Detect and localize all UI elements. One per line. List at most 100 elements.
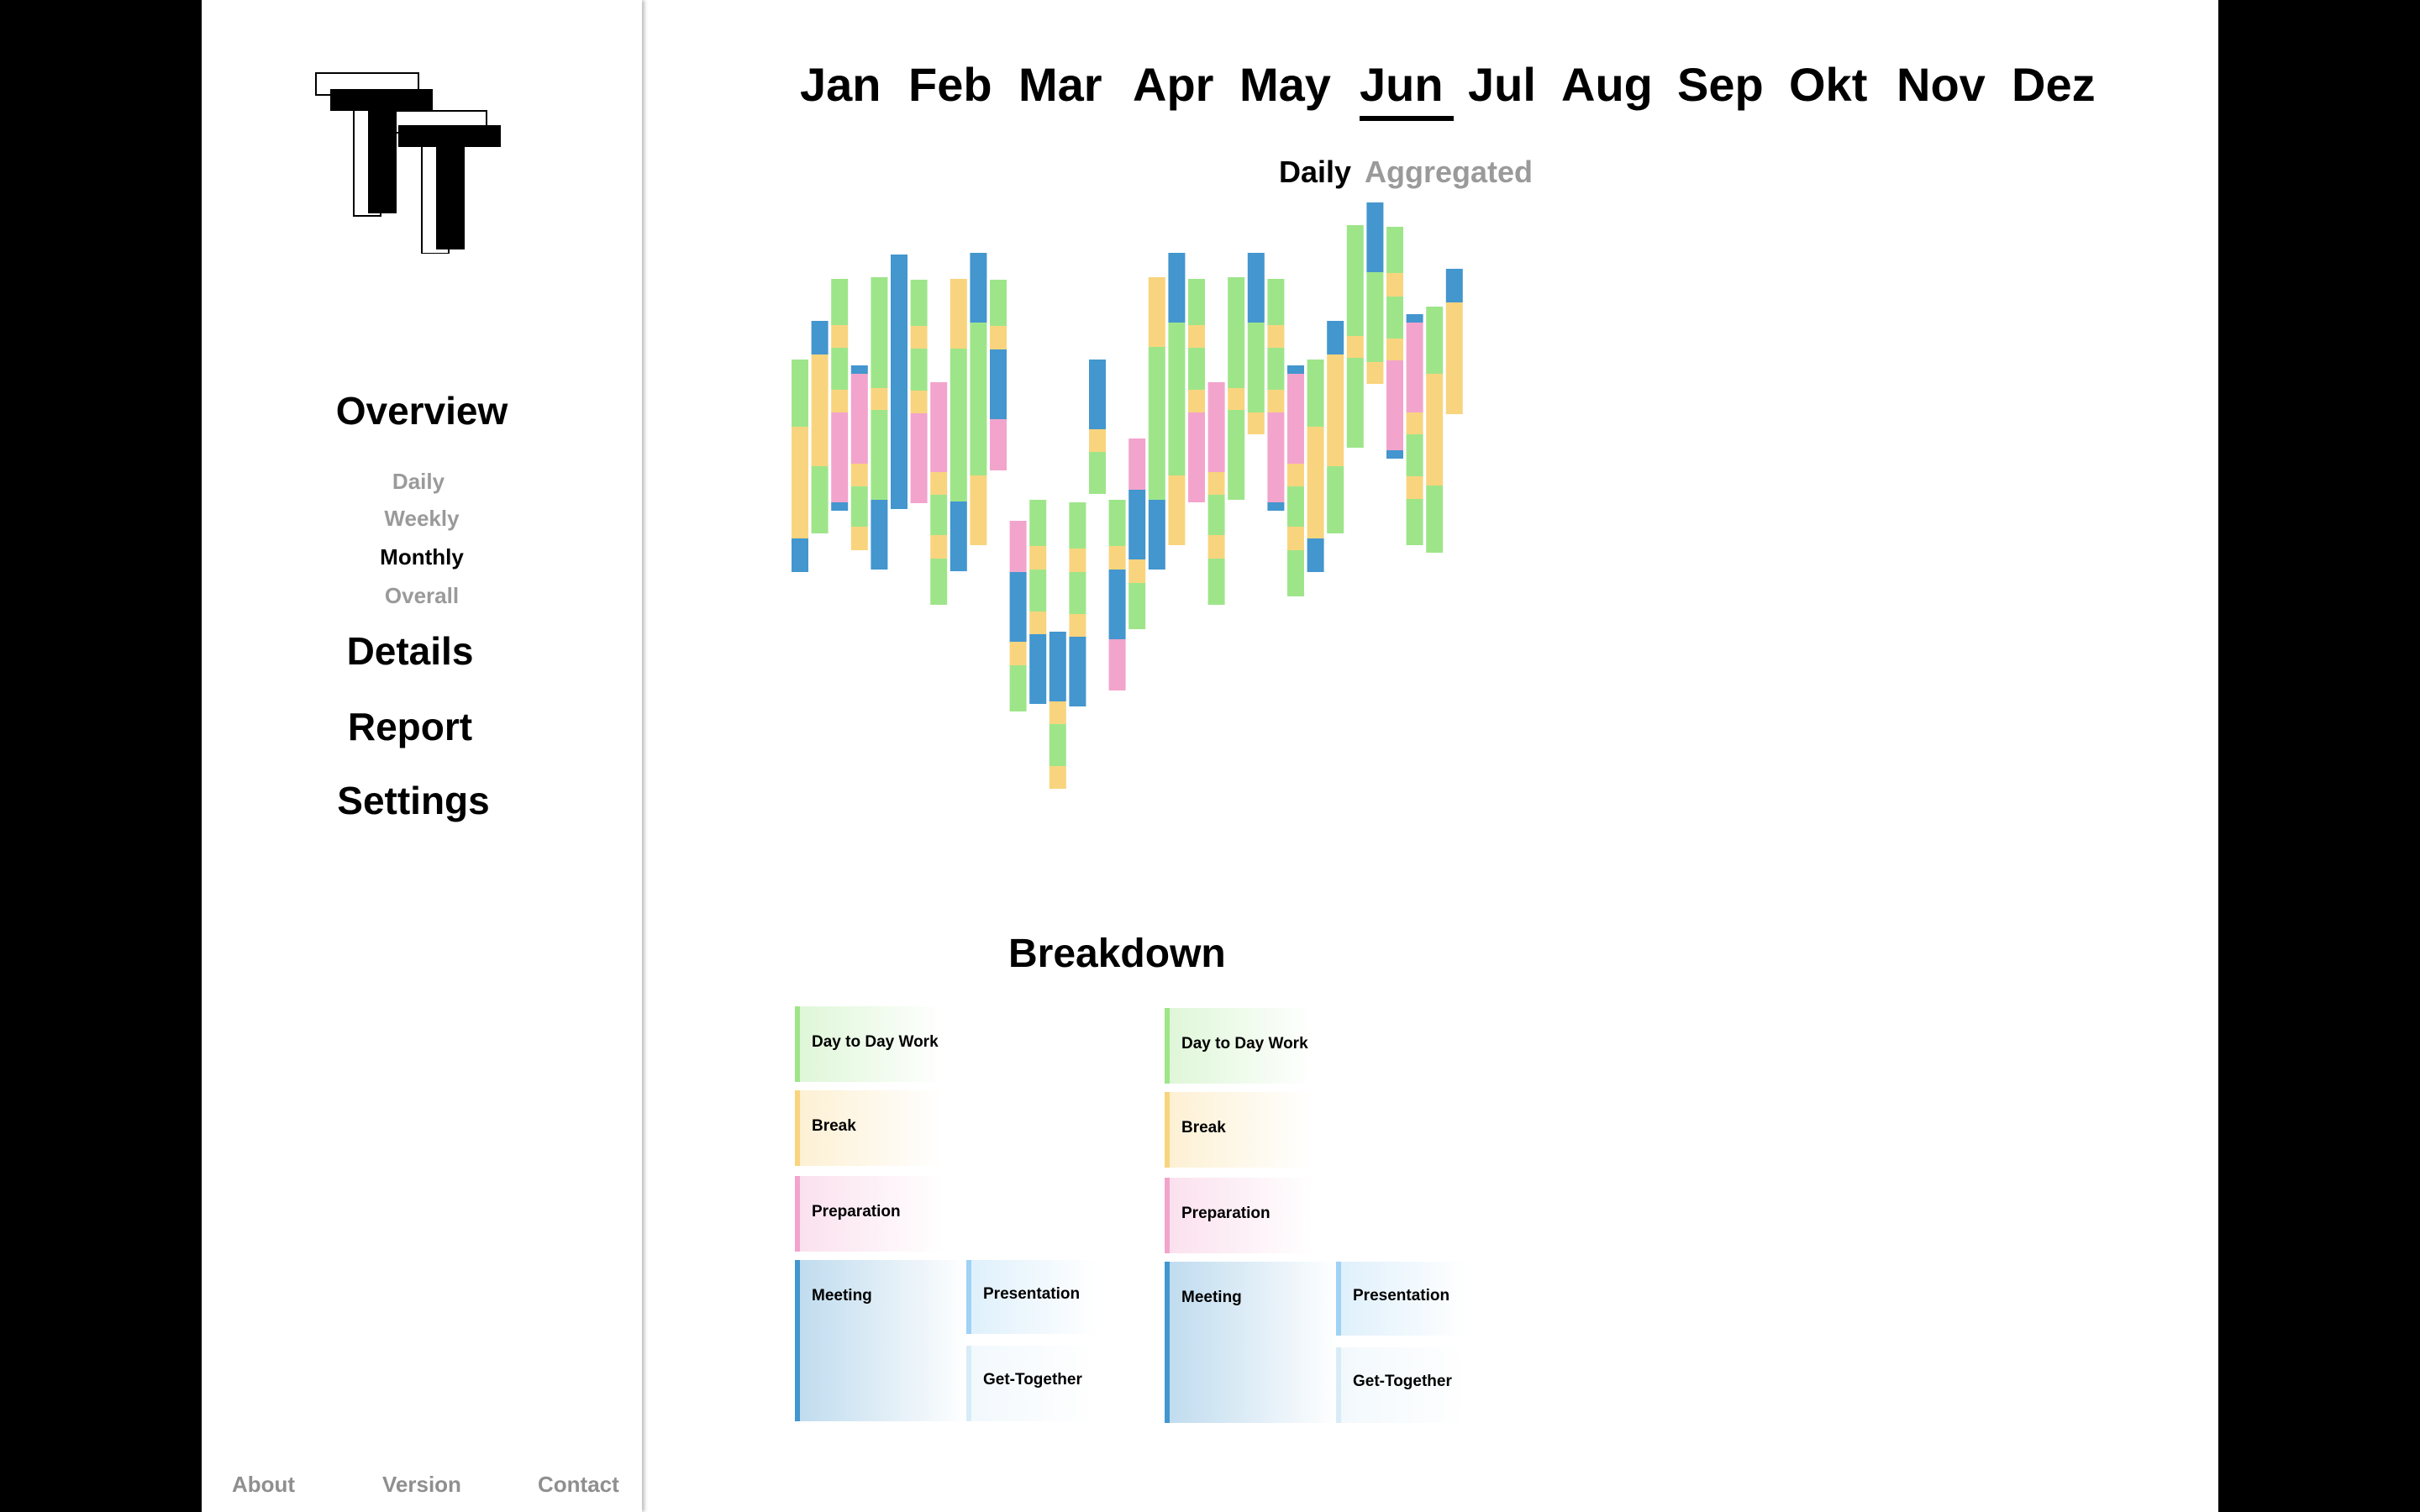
card-preparation[interactable]: Preparation bbox=[1165, 1178, 1313, 1253]
bar-segment-day-to-day-work[interactable] bbox=[1207, 495, 1225, 535]
bar-segment-day-to-day-work[interactable] bbox=[811, 466, 829, 533]
bar-segment-break[interactable] bbox=[1327, 354, 1344, 466]
bar-segment-meeting[interactable] bbox=[1327, 321, 1344, 354]
bar-segment-day-to-day-work[interactable] bbox=[1406, 434, 1423, 476]
bar-segment-break[interactable] bbox=[1346, 336, 1364, 358]
bar-segment-meeting[interactable] bbox=[871, 500, 888, 570]
bar-segment-day-to-day-work[interactable] bbox=[1069, 502, 1086, 549]
bar-segment-day-to-day-work[interactable] bbox=[1029, 570, 1047, 612]
bar-segment-break[interactable] bbox=[831, 390, 849, 412]
bar-segment-break[interactable] bbox=[1089, 429, 1106, 452]
bar-segment-break[interactable] bbox=[970, 475, 987, 545]
bar-segment-meeting[interactable] bbox=[1009, 572, 1027, 642]
bar-segment-break[interactable] bbox=[1128, 559, 1146, 583]
bar-segment-meeting[interactable] bbox=[1267, 502, 1285, 511]
bar-segment-meeting[interactable] bbox=[850, 365, 868, 374]
bar-segment-day-to-day-work[interactable] bbox=[1426, 486, 1444, 553]
bar-segment-preparation[interactable] bbox=[910, 413, 928, 503]
bar-segment-preparation[interactable] bbox=[1108, 639, 1126, 690]
bar-segment-day-to-day-work[interactable] bbox=[930, 559, 948, 605]
bar-segment-break[interactable] bbox=[1406, 476, 1423, 499]
bar-segment-break[interactable] bbox=[1207, 535, 1225, 559]
bar-segment-meeting[interactable] bbox=[831, 502, 849, 511]
bar-segment-preparation[interactable] bbox=[1406, 323, 1423, 412]
bar-segment-break[interactable] bbox=[1188, 325, 1205, 348]
card-break[interactable]: Break bbox=[795, 1090, 943, 1166]
bar-segment-break[interactable] bbox=[910, 326, 928, 349]
bar-segment-break[interactable] bbox=[1168, 475, 1186, 545]
bar-segment-break[interactable] bbox=[1069, 614, 1086, 637]
bar-segment-day-to-day-work[interactable] bbox=[910, 349, 928, 391]
nav-report[interactable]: Report bbox=[347, 705, 473, 748]
bar-segment-day-to-day-work[interactable] bbox=[1228, 410, 1245, 500]
bar-segment-day-to-day-work[interactable] bbox=[1287, 486, 1304, 527]
bar-segment-day-to-day-work[interactable] bbox=[1346, 358, 1364, 448]
bar-segment-break[interactable] bbox=[1069, 549, 1086, 572]
bar-segment-preparation[interactable] bbox=[1009, 521, 1027, 572]
month-tab-okt[interactable]: Okt bbox=[1789, 58, 1868, 111]
bar-segment-preparation[interactable] bbox=[831, 412, 849, 502]
bar-segment-break[interactable] bbox=[950, 279, 967, 349]
bar-segment-break[interactable] bbox=[871, 388, 888, 410]
bar-segment-break[interactable] bbox=[1445, 302, 1463, 414]
bar-segment-day-to-day-work[interactable] bbox=[1346, 225, 1364, 336]
bar-segment-preparation[interactable] bbox=[990, 419, 1007, 470]
bar-segment-day-to-day-work[interactable] bbox=[1386, 297, 1403, 339]
nav-settings[interactable]: Settings bbox=[337, 779, 490, 822]
bar-segment-day-to-day-work[interactable] bbox=[1188, 279, 1205, 325]
bar-segment-meeting[interactable] bbox=[1128, 490, 1146, 559]
nav-sub-weekly[interactable]: Weekly bbox=[384, 506, 460, 531]
card-presentation[interactable]: Presentation bbox=[966, 1260, 1097, 1334]
bar-segment-day-to-day-work[interactable] bbox=[1307, 360, 1324, 427]
bar-segment-meeting[interactable] bbox=[1287, 365, 1304, 374]
bar-segment-meeting[interactable] bbox=[1168, 253, 1186, 323]
bar-segment-day-to-day-work[interactable] bbox=[831, 279, 849, 325]
bar-segment-break[interactable] bbox=[1148, 277, 1165, 347]
bar-segment-meeting[interactable] bbox=[891, 255, 908, 509]
card-day-to-day-work[interactable]: Day to Day Work bbox=[1165, 1008, 1313, 1084]
footer-contact-link[interactable]: Contact bbox=[538, 1472, 619, 1497]
month-tab-jun[interactable]: Jun bbox=[1360, 58, 1444, 111]
bar-segment-break[interactable] bbox=[1108, 546, 1126, 570]
bar-segment-day-to-day-work[interactable] bbox=[871, 277, 888, 388]
footer-about-link[interactable]: About bbox=[232, 1472, 296, 1497]
bar-segment-meeting[interactable] bbox=[1366, 202, 1384, 272]
bar-segment-preparation[interactable] bbox=[1207, 382, 1225, 472]
nav-sub-overall[interactable]: Overall bbox=[384, 583, 460, 608]
bar-segment-meeting[interactable] bbox=[1049, 632, 1066, 701]
bar-segment-meeting[interactable] bbox=[950, 501, 967, 571]
bar-segment-day-to-day-work[interactable] bbox=[1247, 323, 1265, 412]
month-tab-nov[interactable]: Nov bbox=[1897, 58, 1986, 111]
bar-segment-day-to-day-work[interactable] bbox=[1168, 323, 1186, 475]
bar-segment-day-to-day-work[interactable] bbox=[930, 495, 948, 535]
bar-segment-day-to-day-work[interactable] bbox=[970, 323, 987, 475]
card-presentation[interactable]: Presentation bbox=[1336, 1262, 1467, 1336]
bar-segment-day-to-day-work[interactable] bbox=[910, 280, 928, 326]
bar-segment-day-to-day-work[interactable] bbox=[871, 410, 888, 500]
bar-segment-meeting[interactable] bbox=[1445, 269, 1463, 302]
card-get-together[interactable]: Get-Together bbox=[1336, 1347, 1467, 1423]
bar-segment-break[interactable] bbox=[1287, 464, 1304, 486]
bar-segment-meeting[interactable] bbox=[792, 538, 808, 572]
bar-segment-preparation[interactable] bbox=[850, 374, 868, 464]
card-meeting[interactable]: Meeting bbox=[795, 1260, 968, 1421]
bar-segment-preparation[interactable] bbox=[1188, 412, 1205, 502]
bar-segment-day-to-day-work[interactable] bbox=[1148, 347, 1165, 500]
bar-segment-day-to-day-work[interactable] bbox=[1406, 499, 1423, 545]
month-tab-mar[interactable]: Mar bbox=[1018, 58, 1102, 111]
bar-segment-break[interactable] bbox=[831, 325, 849, 348]
bar-segment-meeting[interactable] bbox=[1029, 634, 1047, 704]
bar-segment-break[interactable] bbox=[792, 427, 808, 538]
bar-segment-break[interactable] bbox=[1029, 546, 1047, 570]
month-tab-aug[interactable]: Aug bbox=[1561, 58, 1653, 111]
bar-segment-day-to-day-work[interactable] bbox=[1009, 665, 1027, 711]
bar-segment-break[interactable] bbox=[1386, 273, 1403, 297]
nav-overview[interactable]: Overview bbox=[335, 389, 508, 433]
bar-segment-day-to-day-work[interactable] bbox=[1386, 227, 1403, 273]
bar-segment-break[interactable] bbox=[850, 464, 868, 486]
bar-segment-meeting[interactable] bbox=[1247, 253, 1265, 323]
month-tab-jan[interactable]: Jan bbox=[800, 58, 881, 111]
footer-version-link[interactable]: Version bbox=[382, 1472, 461, 1497]
bar-segment-day-to-day-work[interactable] bbox=[1207, 559, 1225, 605]
bar-segment-break[interactable] bbox=[1029, 612, 1047, 634]
